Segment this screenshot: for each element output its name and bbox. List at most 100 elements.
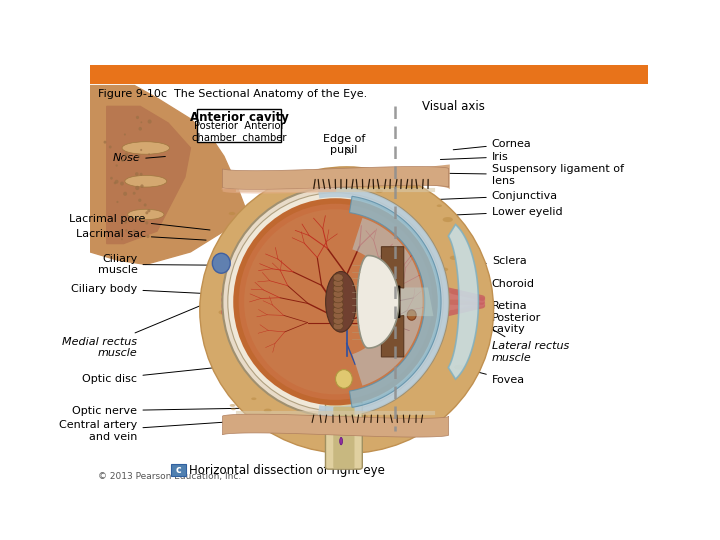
Text: Choroid: Choroid	[436, 279, 535, 289]
Ellipse shape	[231, 408, 236, 410]
Text: Lower eyelid: Lower eyelid	[441, 207, 562, 217]
Ellipse shape	[146, 234, 150, 238]
Ellipse shape	[222, 187, 449, 416]
FancyBboxPatch shape	[325, 402, 362, 469]
Ellipse shape	[333, 306, 343, 314]
Ellipse shape	[333, 317, 343, 325]
Ellipse shape	[454, 364, 464, 369]
Ellipse shape	[379, 201, 390, 207]
Ellipse shape	[230, 404, 235, 407]
Ellipse shape	[120, 181, 124, 186]
FancyBboxPatch shape	[197, 109, 282, 141]
Polygon shape	[90, 85, 246, 265]
Ellipse shape	[109, 145, 112, 149]
Ellipse shape	[135, 172, 138, 176]
Ellipse shape	[437, 205, 442, 207]
Text: Medial rectus
muscle: Medial rectus muscle	[63, 302, 209, 359]
Ellipse shape	[148, 119, 152, 124]
Ellipse shape	[138, 154, 140, 158]
Polygon shape	[222, 414, 449, 437]
Ellipse shape	[333, 274, 343, 281]
Text: Lens: Lens	[314, 197, 341, 210]
Ellipse shape	[375, 189, 383, 193]
Text: Retina: Retina	[432, 301, 527, 311]
Ellipse shape	[333, 279, 343, 287]
Polygon shape	[222, 187, 336, 193]
Ellipse shape	[114, 180, 119, 184]
Ellipse shape	[143, 204, 147, 206]
Ellipse shape	[122, 141, 169, 154]
Ellipse shape	[333, 312, 343, 319]
Ellipse shape	[140, 122, 143, 123]
Ellipse shape	[140, 184, 144, 188]
Ellipse shape	[268, 379, 273, 381]
Text: Lateral rectus
muscle: Lateral rectus muscle	[441, 299, 569, 362]
Text: Lacrimal sac: Lacrimal sac	[76, 230, 206, 240]
Ellipse shape	[333, 290, 343, 298]
Ellipse shape	[333, 195, 343, 201]
Ellipse shape	[135, 186, 140, 190]
Ellipse shape	[408, 310, 416, 320]
Bar	[90, 65, 648, 84]
Text: Horizontal dissection of right eye: Horizontal dissection of right eye	[189, 464, 385, 477]
Ellipse shape	[125, 229, 127, 232]
Ellipse shape	[396, 382, 406, 387]
Polygon shape	[107, 106, 190, 244]
Text: Nose: Nose	[112, 153, 140, 164]
Ellipse shape	[333, 301, 343, 308]
Text: Ciliary body: Ciliary body	[71, 284, 218, 294]
Ellipse shape	[450, 255, 459, 260]
Text: Iris: Iris	[441, 152, 508, 162]
Ellipse shape	[244, 209, 427, 394]
Ellipse shape	[125, 176, 167, 187]
Ellipse shape	[125, 153, 128, 157]
Text: Central artery
and vein: Central artery and vein	[59, 414, 341, 442]
Ellipse shape	[407, 185, 418, 190]
Ellipse shape	[199, 167, 494, 454]
Ellipse shape	[148, 209, 150, 212]
Text: Fovea: Fovea	[431, 360, 525, 385]
Ellipse shape	[229, 212, 235, 215]
Text: Edge of
pupil: Edge of pupil	[323, 134, 365, 156]
Ellipse shape	[307, 193, 319, 199]
Ellipse shape	[125, 221, 127, 224]
Ellipse shape	[121, 159, 124, 162]
Polygon shape	[401, 287, 433, 316]
Ellipse shape	[123, 192, 127, 196]
Ellipse shape	[140, 149, 143, 151]
Text: c: c	[176, 465, 181, 475]
Polygon shape	[318, 187, 449, 416]
Ellipse shape	[138, 199, 141, 202]
FancyBboxPatch shape	[384, 286, 400, 318]
Ellipse shape	[443, 217, 453, 222]
Text: Sclera: Sclera	[438, 256, 526, 268]
Ellipse shape	[336, 369, 352, 388]
Polygon shape	[382, 247, 404, 288]
Ellipse shape	[238, 204, 433, 400]
Ellipse shape	[333, 295, 343, 303]
Ellipse shape	[264, 409, 271, 413]
Text: Ciliary
muscle: Ciliary muscle	[97, 254, 218, 275]
Ellipse shape	[132, 192, 135, 195]
Text: Lacrimal pore: Lacrimal pore	[69, 214, 210, 230]
Ellipse shape	[124, 133, 126, 136]
Text: Conjunctiva: Conjunctiva	[438, 191, 558, 201]
Text: Orbital fat: Orbital fat	[375, 416, 436, 429]
Ellipse shape	[148, 153, 150, 155]
Text: Cornea: Cornea	[453, 139, 531, 150]
Ellipse shape	[115, 164, 118, 167]
Ellipse shape	[145, 211, 148, 214]
Ellipse shape	[436, 266, 442, 269]
Text: Posterior
cavity: Posterior cavity	[408, 313, 541, 334]
Ellipse shape	[324, 407, 330, 410]
Polygon shape	[349, 196, 441, 407]
FancyBboxPatch shape	[171, 464, 186, 476]
Ellipse shape	[340, 437, 343, 445]
Ellipse shape	[251, 397, 256, 400]
Polygon shape	[357, 255, 399, 348]
Ellipse shape	[114, 181, 117, 184]
Ellipse shape	[228, 193, 444, 411]
Ellipse shape	[385, 204, 392, 208]
Polygon shape	[221, 165, 450, 190]
Ellipse shape	[127, 210, 164, 220]
